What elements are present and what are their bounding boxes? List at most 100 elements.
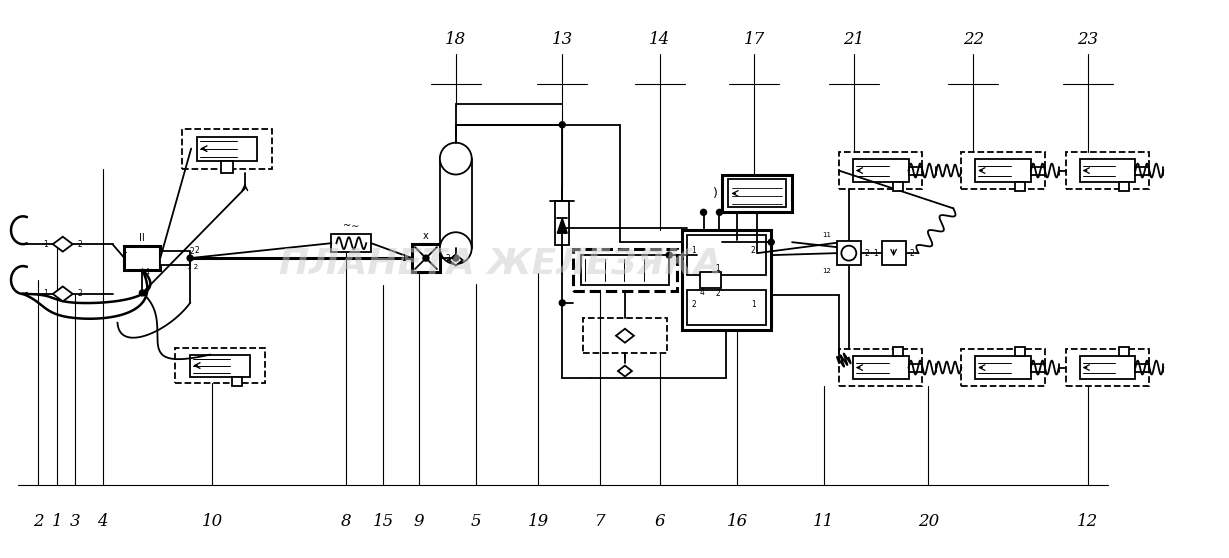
Circle shape bbox=[842, 246, 857, 261]
Text: II: II bbox=[139, 233, 145, 243]
Circle shape bbox=[559, 300, 565, 306]
Bar bbox=[573, 249, 677, 291]
Text: 15: 15 bbox=[372, 513, 393, 530]
Text: 5: 5 bbox=[471, 513, 481, 530]
Bar bbox=[412, 244, 440, 272]
Text: 11: 11 bbox=[814, 513, 834, 530]
Circle shape bbox=[139, 290, 145, 296]
Bar bbox=[729, 180, 787, 208]
Bar bbox=[1136, 364, 1149, 372]
Text: 2: 2 bbox=[751, 246, 756, 254]
Text: 18: 18 bbox=[445, 31, 467, 47]
Text: 6: 6 bbox=[655, 513, 665, 530]
Text: 1: 1 bbox=[52, 513, 63, 530]
Polygon shape bbox=[449, 254, 463, 266]
Bar bbox=[176, 348, 264, 383]
Polygon shape bbox=[557, 218, 568, 233]
Text: 10: 10 bbox=[202, 513, 222, 530]
Bar bbox=[580, 255, 670, 285]
Bar bbox=[892, 182, 902, 191]
Text: 3: 3 bbox=[69, 513, 80, 530]
Bar bbox=[682, 230, 772, 330]
Text: 7: 7 bbox=[595, 513, 606, 530]
Bar bbox=[332, 234, 371, 252]
Bar bbox=[1079, 158, 1136, 182]
Circle shape bbox=[440, 232, 472, 264]
Bar bbox=[853, 355, 908, 379]
Text: 1: 1 bbox=[715, 263, 720, 272]
Bar bbox=[687, 290, 766, 325]
Bar bbox=[908, 166, 923, 175]
Text: x: x bbox=[423, 231, 429, 241]
Bar bbox=[1066, 152, 1149, 190]
Polygon shape bbox=[618, 365, 632, 377]
Bar bbox=[723, 175, 793, 213]
Bar bbox=[961, 152, 1045, 190]
Bar bbox=[1136, 166, 1149, 175]
Text: 1: 1 bbox=[751, 300, 756, 309]
Bar bbox=[160, 251, 190, 265]
Text: 1: 1 bbox=[43, 240, 48, 249]
Text: 1 2: 1 2 bbox=[187, 264, 198, 270]
Text: 19: 19 bbox=[527, 513, 549, 530]
Bar bbox=[961, 349, 1045, 387]
Text: 2: 2 bbox=[33, 513, 43, 530]
Polygon shape bbox=[616, 329, 634, 343]
Circle shape bbox=[440, 143, 472, 175]
Text: ): ) bbox=[713, 187, 718, 200]
Bar bbox=[975, 158, 1031, 182]
Circle shape bbox=[666, 252, 672, 258]
Text: ПЛАНЕТА ЖЕЛЕЗЯКА: ПЛАНЕТА ЖЕЛЕЗЯКА bbox=[279, 246, 721, 280]
Text: 2: 2 bbox=[77, 290, 82, 299]
Text: 2: 2 bbox=[691, 300, 696, 309]
Text: 9: 9 bbox=[414, 513, 424, 530]
Bar bbox=[583, 318, 667, 353]
Text: 1: 1 bbox=[43, 290, 48, 299]
Text: 14: 14 bbox=[649, 31, 670, 47]
Text: 12: 12 bbox=[1077, 513, 1099, 530]
Bar bbox=[556, 201, 569, 245]
Bar bbox=[1015, 182, 1025, 191]
Circle shape bbox=[452, 255, 458, 261]
Text: 2: 2 bbox=[445, 253, 450, 263]
Bar bbox=[853, 158, 908, 182]
Bar bbox=[839, 152, 923, 190]
Bar bbox=[1031, 364, 1045, 372]
Text: 2: 2 bbox=[909, 249, 914, 258]
Bar bbox=[837, 241, 860, 265]
Text: 12: 12 bbox=[822, 268, 831, 274]
Text: 11: 11 bbox=[822, 232, 832, 238]
Text: 22: 22 bbox=[962, 31, 984, 47]
Circle shape bbox=[701, 209, 707, 215]
Bar bbox=[1031, 166, 1045, 175]
Bar bbox=[1015, 347, 1025, 355]
Text: 2: 2 bbox=[77, 240, 82, 249]
Bar bbox=[190, 355, 249, 377]
Bar bbox=[687, 235, 766, 275]
Bar bbox=[1079, 355, 1136, 379]
Polygon shape bbox=[53, 237, 73, 252]
Text: 1: 1 bbox=[402, 253, 407, 263]
Bar bbox=[1066, 349, 1149, 387]
Bar bbox=[221, 161, 234, 172]
Text: 1: 1 bbox=[691, 246, 696, 254]
Bar bbox=[182, 129, 272, 169]
Text: 16: 16 bbox=[726, 513, 748, 530]
Polygon shape bbox=[53, 286, 73, 301]
Bar bbox=[881, 241, 906, 265]
Text: 13: 13 bbox=[552, 31, 573, 47]
Bar bbox=[908, 364, 923, 372]
Bar bbox=[124, 246, 160, 270]
Circle shape bbox=[768, 239, 774, 245]
Bar bbox=[1120, 347, 1129, 355]
Text: 1: 1 bbox=[874, 249, 878, 258]
Bar bbox=[1120, 182, 1129, 191]
Bar bbox=[892, 347, 902, 355]
Text: 1: 1 bbox=[122, 246, 127, 254]
Text: 2: 2 bbox=[864, 249, 869, 258]
Text: 8: 8 bbox=[340, 513, 351, 530]
Text: 17: 17 bbox=[744, 31, 764, 47]
Bar bbox=[197, 137, 257, 161]
Circle shape bbox=[559, 122, 565, 128]
Bar bbox=[975, 355, 1031, 379]
